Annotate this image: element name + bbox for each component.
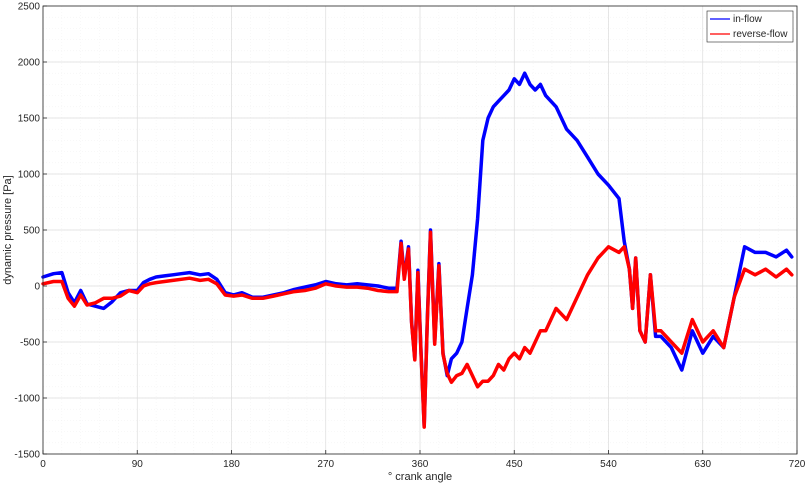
x-tick-label: 450 [506, 459, 523, 470]
y-tick-label: 2000 [18, 58, 41, 69]
y-tick-label: 1000 [18, 170, 41, 181]
y-tick-label: -1000 [14, 394, 40, 405]
legend-label-reverse-flow: reverse-flow [733, 29, 788, 40]
x-axis-label: ° crank angle [388, 471, 452, 483]
x-tick-label: 540 [600, 459, 617, 470]
x-tick-label: 360 [412, 459, 429, 470]
y-tick-label: 1500 [18, 114, 41, 125]
series-layer [41, 71, 794, 429]
y-tick-label: -500 [20, 338, 40, 349]
x-tick-label: 630 [694, 459, 711, 470]
x-tick-label: 720 [789, 459, 806, 470]
x-axis-ticks: 0 90 180 270 360 450 540 630 720 [40, 450, 806, 470]
y-axis-label: dynamic pressure [Pa] [2, 175, 14, 284]
y-tick-label: -1500 [14, 450, 40, 461]
legend: in-flow reverse-flow [706, 10, 794, 43]
y-tick-label: 2500 [18, 2, 41, 13]
x-tick-label: 90 [132, 459, 144, 470]
x-tick-label: 0 [40, 459, 46, 470]
legend-label-in-flow: in-flow [733, 14, 763, 25]
legend-box [706, 10, 794, 43]
y-tick-label: 500 [23, 226, 40, 237]
y-axis-ticks: -1500 -1000 -500 0 500 1000 1500 2000 2500 [14, 2, 47, 461]
x-tick-label: 180 [223, 459, 240, 470]
series-line-reverse-flow [41, 230, 794, 429]
x-tick-label: 270 [317, 459, 334, 470]
y-tick-label: 0 [34, 282, 40, 293]
